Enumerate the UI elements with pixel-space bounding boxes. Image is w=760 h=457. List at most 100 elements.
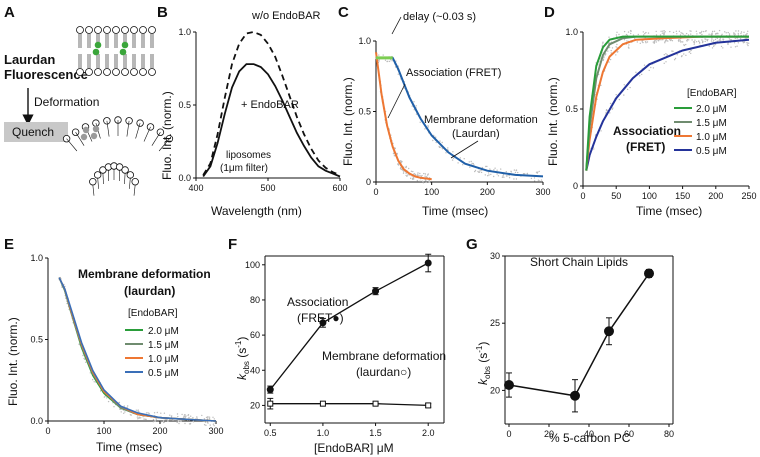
panel-d-raw-point <box>693 43 695 45</box>
panel-c-raw-point <box>457 162 459 164</box>
laurdan-label-line2: Fluorescence <box>4 67 88 82</box>
panel-d-raw-point <box>607 50 609 52</box>
panel-c-raw-point <box>391 60 393 62</box>
panel-f-ytick-label: 40 <box>250 365 260 375</box>
panel-d-legend-label: 1.5 μM <box>696 118 727 129</box>
panel-f-point-fret <box>266 386 274 394</box>
panel-e-raw-point <box>124 411 126 413</box>
panel-d-raw-point <box>618 98 621 101</box>
panel-d-raw-point <box>688 39 690 41</box>
panel-d-raw-point <box>721 33 723 35</box>
panel-d-raw-point <box>643 34 645 36</box>
panel-d-raw-point <box>615 46 617 48</box>
lipid-tail-lower <box>78 54 82 68</box>
curved-lipid-tail-inner <box>124 172 126 185</box>
panel-f-xtick-label: 0.5 <box>264 428 277 438</box>
panel-d-raw-point <box>711 30 714 33</box>
panel-d-raw-point <box>652 67 655 69</box>
panel-e-raw-point <box>167 420 169 422</box>
panel-c-raw-point <box>388 60 391 63</box>
panel-d-raw-point <box>695 30 698 32</box>
panel-e-raw-point <box>170 416 173 418</box>
panel-d-raw-point <box>604 54 606 56</box>
curved-lipid-tail-inner <box>133 184 136 196</box>
panel-f-point-laurdan <box>267 400 274 407</box>
panel-c-raw-point <box>510 170 512 172</box>
panel-d-raw-point <box>668 38 671 41</box>
panel-d-raw-point <box>746 43 749 45</box>
panel-d-raw-point <box>669 30 671 33</box>
panel-e-raw-point <box>138 416 140 418</box>
panel-c-raw-point <box>415 105 417 107</box>
panel-e-raw-point <box>178 422 180 425</box>
panel-e-raw-point <box>205 424 207 426</box>
panel-c-raw-point <box>426 174 429 176</box>
panel-c-raw-point <box>435 141 437 144</box>
panel-d-raw-point <box>678 40 680 43</box>
panel-d-raw-point <box>673 59 676 61</box>
lipid-head-upper <box>85 26 93 34</box>
curved-lipid-head-inner <box>126 171 134 179</box>
panel-d-raw-point <box>616 43 618 46</box>
panel-e-raw-point <box>187 414 190 416</box>
panel-c-raw-point <box>413 109 415 111</box>
panel-d-raw-point <box>604 52 607 55</box>
panel-f-axes: 0.5 1.0 1.5 2.0 20 40 60 80 100 <box>245 255 445 438</box>
lipid-head-upper <box>139 26 147 34</box>
panel-c-raw-point <box>452 157 455 160</box>
panel-d-raw-point <box>734 33 736 35</box>
panel-d-raw-point <box>704 40 706 43</box>
curved-lipid-head-outer <box>146 123 155 131</box>
panel-d-raw-point <box>650 66 652 69</box>
panel-d-raw-point <box>652 41 654 43</box>
panel-f-ylabel-sub: obs <box>242 361 251 374</box>
panel-c-raw-point <box>405 174 407 177</box>
deformation-label-c-2: (Laurdan) <box>452 128 500 140</box>
panel-c-raw-point <box>459 157 461 159</box>
panel-c-raw-point <box>400 160 402 163</box>
panel-c-raw-point <box>488 174 490 176</box>
panel-d-raw-point <box>690 33 692 35</box>
panel-f-point-fret <box>319 319 327 327</box>
panel-d-raw-point <box>720 40 722 42</box>
panel-d-raw-point <box>612 107 614 109</box>
panel-g-point <box>570 390 580 401</box>
panel-d-raw-point <box>710 33 712 36</box>
panel-e-laurdan: 0 100 200 300 0.0 0.5 1.0 Membrane deformation… <box>6 253 224 454</box>
lipid-head-lower <box>130 68 138 76</box>
panel-c-raw-point <box>413 101 415 103</box>
panel-d-raw-point <box>627 31 630 33</box>
panel-g-title: Short Chain Lipids <box>530 255 628 269</box>
panel-e-raw-point <box>169 418 171 421</box>
panel-b-ytick-label: 1.0 <box>178 27 191 37</box>
panel-d-raw-point <box>629 86 631 89</box>
lipid-head-upper <box>94 26 102 34</box>
panel-d-raw-point <box>639 75 641 77</box>
lipid-tail-lower <box>141 54 145 68</box>
panel-d-raw-point <box>683 44 685 46</box>
panel-d-raw-point <box>685 43 687 46</box>
panel-e-raw-point <box>153 412 156 414</box>
panel-d-raw-point <box>663 33 666 35</box>
panel-c-raw-point <box>496 173 498 175</box>
liposome-note-2: (1μm filter) <box>220 163 268 174</box>
panel-d-raw-point <box>722 47 724 49</box>
panel-c-raw-point <box>484 174 486 176</box>
panel-d-raw-point <box>682 41 684 43</box>
panel-c-raw-point <box>397 164 400 166</box>
delay-label: delay (~0.03 s) <box>403 11 476 23</box>
panel-e-raw-point <box>184 422 186 425</box>
panel-c-raw-point <box>424 173 427 175</box>
panel-g-ylabel-k: k <box>476 378 490 385</box>
panel-d-raw-point <box>706 40 709 42</box>
panel-d-raw-point <box>728 38 731 40</box>
lipid-tail-upper <box>105 34 109 48</box>
panel-c-raw-point <box>410 177 412 179</box>
panel-c-raw-point <box>533 180 536 182</box>
laurdan-probe <box>92 48 100 56</box>
panel-c-raw-point <box>425 121 427 124</box>
panel-d-raw-point <box>679 34 682 36</box>
panel-c-raw-point <box>508 177 511 179</box>
panel-f-ytick-label: 20 <box>250 400 260 410</box>
panel-c-raw-point <box>413 172 415 175</box>
